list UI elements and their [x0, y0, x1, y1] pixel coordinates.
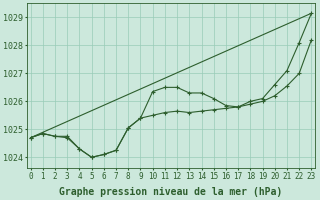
X-axis label: Graphe pression niveau de la mer (hPa): Graphe pression niveau de la mer (hPa)	[60, 186, 283, 197]
